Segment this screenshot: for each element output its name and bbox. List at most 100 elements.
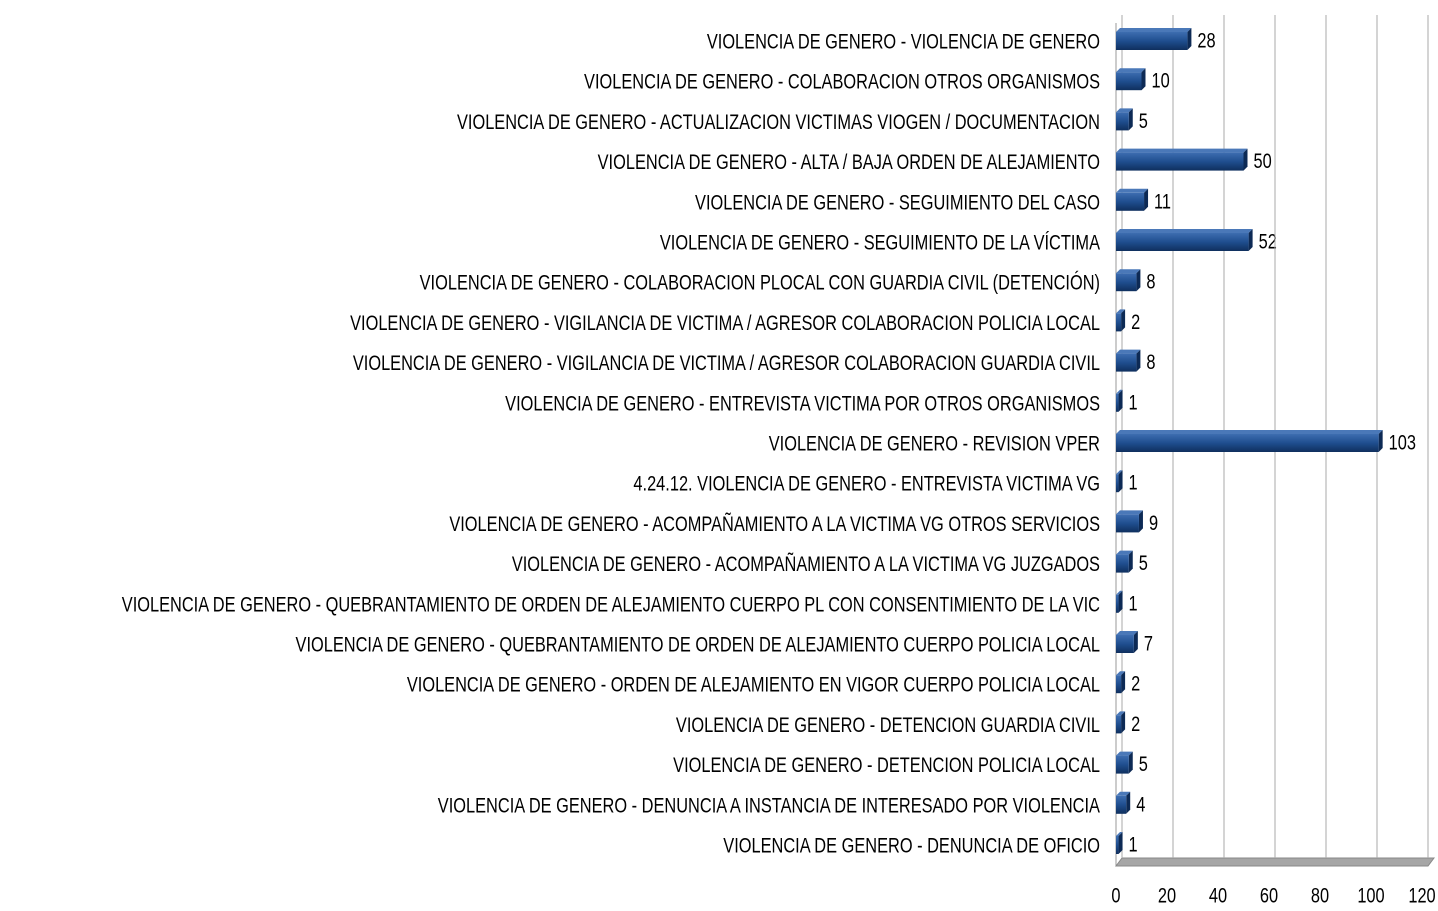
y-tick-label: VIOLENCIA DE GENERO - SEGUIMIENTO DEL CA… — [695, 190, 1100, 213]
data-label: 5 — [1139, 752, 1148, 775]
bar-top — [1116, 430, 1383, 434]
bar — [1116, 32, 1188, 50]
bar-top — [1116, 188, 1149, 193]
bar — [1116, 112, 1129, 131]
bar-side — [1126, 791, 1131, 814]
bar-side — [1141, 68, 1146, 91]
bar-top — [1116, 470, 1123, 475]
y-tick-label: VIOLENCIA DE GENERO - ENTREVISTA VICTIMA… — [505, 391, 1100, 414]
data-label: 1 — [1129, 591, 1138, 614]
bar-top — [1116, 309, 1126, 314]
data-label: 2 — [1131, 672, 1140, 695]
bar-side — [1378, 430, 1383, 452]
bar-side — [1248, 229, 1253, 251]
y-tick-label: VIOLENCIA DE GENERO - ORDEN DE ALEJAMIEN… — [407, 673, 1100, 696]
y-tick-label: VIOLENCIA DE GENERO - COLABORACION PLOCA… — [420, 271, 1100, 294]
bar-side — [1121, 309, 1126, 332]
bar-side — [1136, 349, 1141, 372]
y-tick-label: VIOLENCIA DE GENERO - ACOMPAÑAMIENTO A L… — [512, 552, 1100, 575]
bar — [1116, 675, 1122, 694]
bar-top — [1116, 590, 1123, 595]
bar-top — [1116, 791, 1131, 796]
data-label: 103 — [1389, 431, 1416, 454]
bar-top — [1116, 510, 1143, 515]
data-label: 8 — [1146, 350, 1155, 373]
bar-top — [1116, 550, 1133, 555]
bar — [1116, 474, 1119, 493]
data-label: 1 — [1129, 390, 1138, 413]
bar-side — [1128, 108, 1133, 131]
bar-top — [1116, 349, 1141, 354]
bar-side — [1187, 28, 1192, 50]
data-label: 7 — [1144, 632, 1153, 655]
bar — [1116, 393, 1119, 412]
x-tick-label: 80 — [1311, 884, 1329, 907]
bar-side — [1118, 389, 1123, 412]
bar-side — [1121, 671, 1126, 694]
y-tick-label: VIOLENCIA DE GENERO - ACOMPAÑAMIENTO A L… — [449, 512, 1100, 535]
bar — [1116, 353, 1137, 372]
y-tick-label: VIOLENCIA DE GENERO - VIGILANCIA DE VICT… — [353, 351, 1100, 374]
bar — [1116, 514, 1139, 533]
y-tick-label: VIOLENCIA DE GENERO - DENUNCIA A INSTANC… — [438, 793, 1101, 816]
data-label: 2 — [1131, 310, 1140, 333]
bar-side — [1118, 470, 1123, 493]
bar — [1116, 554, 1129, 573]
x-tick-label: 100 — [1357, 884, 1384, 907]
data-label: 1 — [1129, 833, 1138, 856]
bar — [1116, 273, 1137, 292]
bar-top — [1116, 148, 1248, 153]
data-label: 8 — [1146, 270, 1155, 293]
bar — [1116, 795, 1127, 814]
bar-side — [1136, 269, 1141, 292]
data-label: 2 — [1131, 712, 1140, 735]
bar-side — [1128, 751, 1133, 774]
bar-top — [1116, 631, 1138, 635]
bar-side — [1144, 188, 1149, 211]
bar-side — [1133, 631, 1138, 653]
bar-top — [1116, 108, 1133, 113]
bar — [1116, 755, 1129, 774]
data-label: 9 — [1149, 511, 1158, 534]
y-tick-label: VIOLENCIA DE GENERO - ALTA / BAJA ORDEN … — [598, 150, 1100, 173]
bar — [1116, 434, 1379, 452]
y-tick-label: VIOLENCIA DE GENERO - DENUNCIA DE OFICIO — [723, 834, 1100, 857]
bar-top — [1116, 68, 1146, 73]
bar-side — [1118, 590, 1123, 613]
bar-side — [1243, 148, 1248, 171]
data-label: 1 — [1129, 471, 1138, 494]
x-tick-label: 40 — [1209, 884, 1227, 907]
data-label: 28 — [1197, 29, 1215, 52]
y-tick-label: VIOLENCIA DE GENERO - VIGILANCIA DE VICT… — [350, 311, 1100, 334]
bar — [1116, 72, 1142, 91]
bar — [1116, 192, 1145, 211]
data-label: 52 — [1259, 230, 1277, 253]
x-tick-label: 60 — [1260, 884, 1278, 907]
data-label: 5 — [1139, 109, 1148, 132]
y-tick-label: VIOLENCIA DE GENERO - ACTUALIZACION VICT… — [457, 110, 1100, 133]
bar-side — [1121, 711, 1126, 734]
x-tick-label: 20 — [1158, 884, 1176, 907]
data-label: 10 — [1152, 69, 1170, 92]
bar-top — [1116, 229, 1253, 233]
floor — [1115, 857, 1435, 867]
y-tick-label: VIOLENCIA DE GENERO - VIOLENCIA DE GENER… — [707, 30, 1100, 53]
bar-top — [1116, 751, 1133, 756]
y-tick-label: VIOLENCIA DE GENERO - QUEBRANTAMIENTO DE… — [122, 592, 1100, 615]
bar — [1116, 233, 1249, 251]
x-tick-label: 120 — [1408, 884, 1435, 907]
bar-top — [1116, 671, 1126, 676]
y-tick-label: VIOLENCIA DE GENERO - QUEBRANTAMIENTO DE… — [296, 633, 1100, 656]
data-label: 5 — [1139, 551, 1148, 574]
y-tick-label: VIOLENCIA DE GENERO - COLABORACION OTROS… — [584, 70, 1100, 93]
data-label: 4 — [1136, 792, 1145, 815]
bar-side — [1118, 832, 1123, 854]
y-tick-label: VIOLENCIA DE GENERO - DETENCION GUARDIA … — [676, 713, 1100, 736]
bar — [1116, 715, 1122, 734]
bar — [1116, 594, 1119, 613]
bar — [1116, 152, 1244, 171]
bar — [1116, 635, 1134, 653]
bar-top — [1116, 389, 1123, 394]
data-label: 50 — [1254, 149, 1272, 172]
